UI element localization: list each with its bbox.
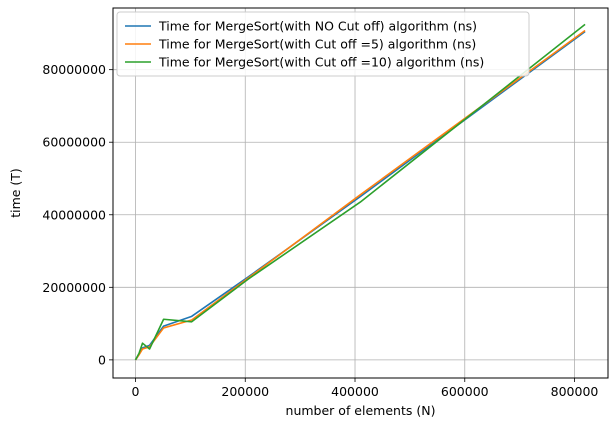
x-tick-label: 200000 [221,384,269,399]
legend-box [116,11,530,77]
y-tick-label: 60000000 [42,135,106,150]
x-tick-label: 0 [132,384,140,399]
plot-frame [112,7,609,379]
x-tick-label: 400000 [331,384,379,399]
x-tick-label: 600000 [441,384,489,399]
series-line-2 [134,29,586,361]
y-axis-label: time (T) [8,168,23,218]
legend: Time for MergeSort(with NO Cut off) algo… [116,11,530,77]
ticks-layer: 0 200000 400000 600000 800000 0 20000000 400000… [42,62,598,399]
legend-entry-2: Time for MergeSort(with Cut off =5) algo… [158,37,476,52]
x-axis-label: number of elements (N) [286,403,436,418]
y-tick-label: 20000000 [42,280,106,295]
legend-entry-1: Time for MergeSort(with NO Cut off) algo… [158,19,477,34]
x-tick-label: 800000 [551,384,599,399]
y-tick-label: 80000000 [42,62,106,77]
series-layer [134,23,586,361]
y-tick-label: 0 [98,352,106,367]
series-line-3 [134,23,586,361]
y-tick-label: 40000000 [42,207,106,222]
legend-entry-3: Time for MergeSort(with Cut off =10) alg… [158,55,484,70]
